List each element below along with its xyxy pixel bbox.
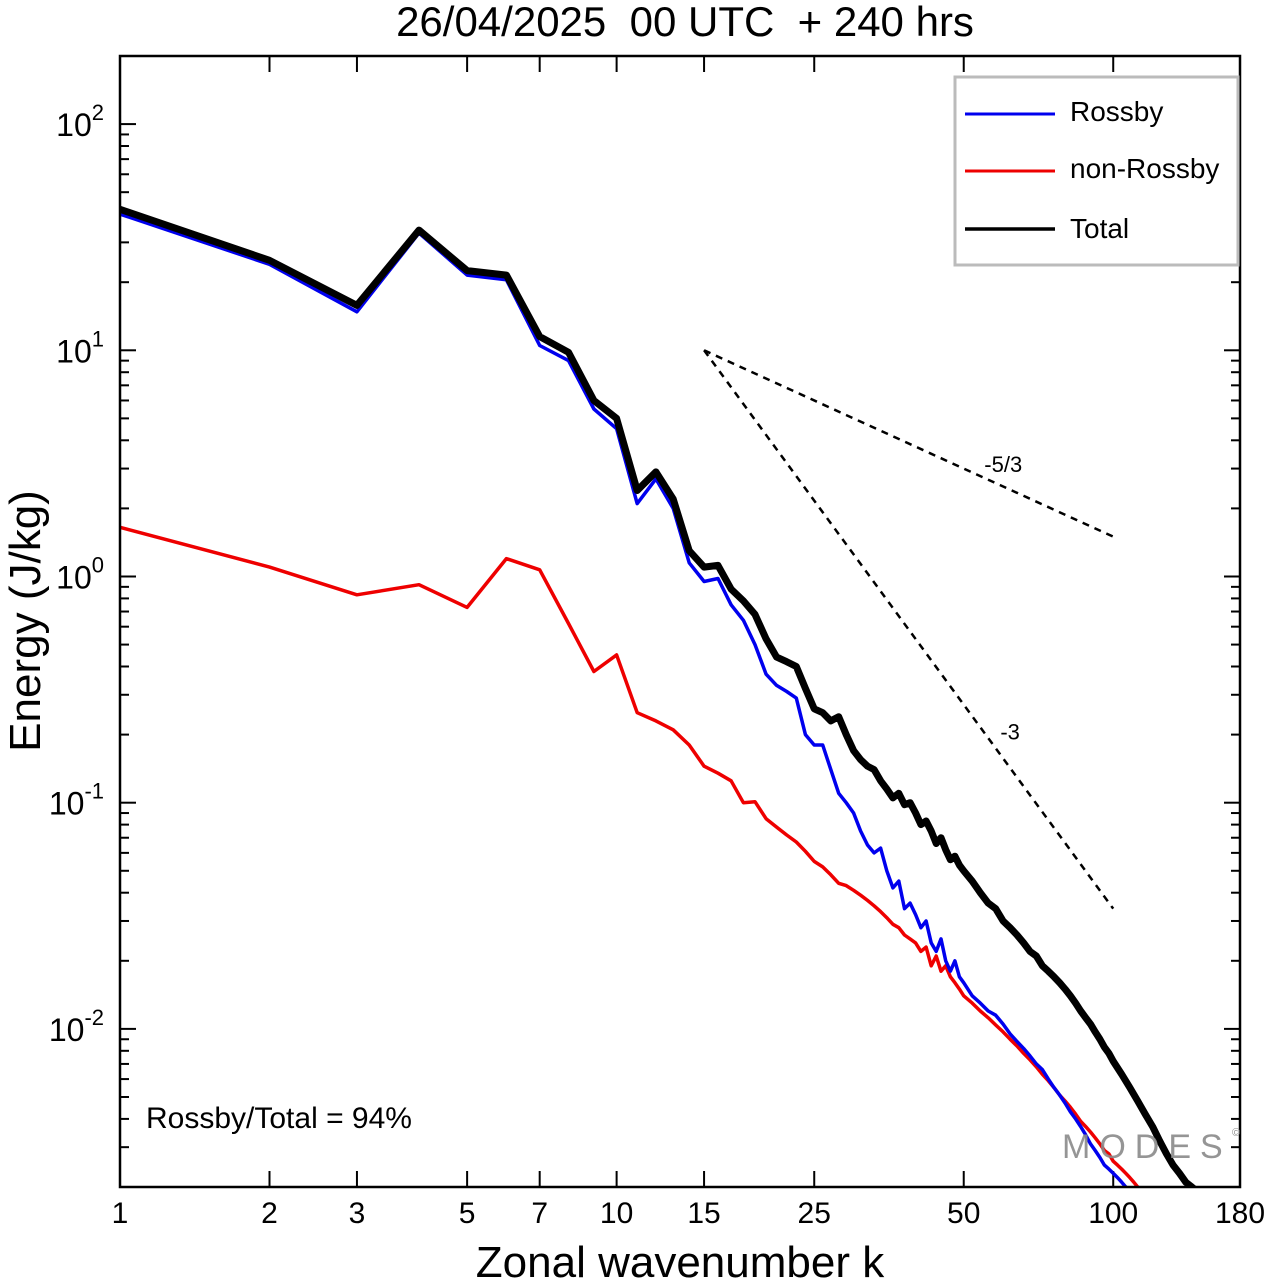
reference-label: -3 xyxy=(1000,720,1020,745)
legend-label-rossby: Rossby xyxy=(1070,96,1163,127)
copyright-mark: © xyxy=(1232,1127,1240,1139)
x-tick-label: 180 xyxy=(1215,1197,1265,1230)
legend: Rossby non-Rossby Total xyxy=(953,75,1240,267)
y-tick-labels: 102 101 100 10-1 10-2 xyxy=(49,100,104,1048)
y-axis-label: Energy (J/kg) xyxy=(1,490,50,752)
x-tick-label: 50 xyxy=(947,1197,980,1230)
legend-box xyxy=(953,75,1240,267)
x-tick-label: 7 xyxy=(531,1197,548,1230)
series-lines xyxy=(120,205,1198,1187)
legend-label-non-rossby: non-Rossby xyxy=(1070,153,1219,184)
x-tick-label: 3 xyxy=(349,1197,366,1230)
reference-slope-lines: -5/3 -3 xyxy=(703,349,1115,910)
x-tick-label: 2 xyxy=(261,1197,278,1230)
x-tick-label: 15 xyxy=(687,1197,720,1230)
x-tick-label: 100 xyxy=(1088,1197,1138,1230)
series-line-non-rossby xyxy=(120,525,1140,1187)
x-tick-label: 25 xyxy=(798,1197,831,1230)
axis-ticks xyxy=(119,55,1241,1188)
y-tick-label: 102 xyxy=(56,100,104,143)
x-tick-label: 1 xyxy=(112,1197,129,1230)
plot-frame xyxy=(118,54,1242,1189)
y-tick-label: 100 xyxy=(56,552,104,595)
y-tick-label: 10-1 xyxy=(49,779,104,822)
chart-title: 26/04/2025 00 UTC + 240 hrs xyxy=(396,0,974,45)
y-tick-label: 101 xyxy=(56,326,104,369)
series-line-rossby xyxy=(120,212,1128,1187)
y-tick-label: 10-2 xyxy=(49,1005,104,1048)
reference-line-minus-5-3 xyxy=(703,349,1114,538)
modes-watermark: MODES xyxy=(1062,1128,1232,1166)
x-tick-label: 10 xyxy=(600,1197,633,1230)
legend-label-total: Total xyxy=(1070,213,1129,244)
x-tick-label: 5 xyxy=(459,1197,476,1230)
x-axis-label: Zonal wavenumber k xyxy=(476,1238,885,1281)
reference-label: -5/3 xyxy=(984,452,1022,477)
ratio-annotation: Rossby/Total = 94% xyxy=(146,1102,412,1135)
x-tick-labels: 1 2 3 5 7 10 15 25 50 100 180 xyxy=(112,1197,1265,1230)
series-line-total xyxy=(120,205,1198,1187)
reference-line-minus-3 xyxy=(703,349,1115,910)
